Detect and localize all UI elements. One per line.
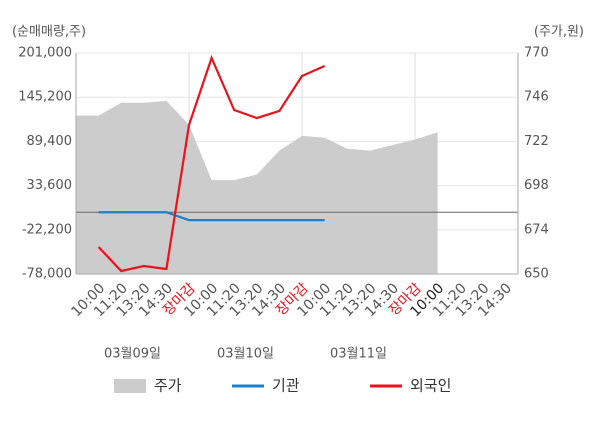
legend: 주가 기관 외국인 (114, 377, 451, 395)
y2-axis-title: (주가,원) (534, 25, 584, 40)
legend-label: 기관 (272, 377, 300, 395)
legend-label: 외국인 (410, 377, 451, 395)
series-line (98, 211, 325, 222)
y2-tick-label: 650 (524, 267, 549, 282)
y2-tick-label: 674 (524, 222, 549, 237)
y2-tick-label: 746 (524, 90, 549, 105)
y-tick-label: 201,000 (18, 46, 72, 61)
y-axis-title: (순매매량,주) (12, 25, 86, 40)
legend-label: 주가 (154, 377, 182, 395)
group-label: 03월10일 (217, 347, 274, 362)
y2-tick-label: 770 (524, 46, 549, 61)
y-tick-label: -78,000 (22, 267, 72, 282)
y2-tick-label: 722 (524, 134, 549, 149)
y-tick-label: -22,200 (22, 222, 72, 237)
y-tick-label: 33,600 (27, 178, 73, 193)
legend-swatch (114, 379, 146, 393)
series-line (97, 54, 326, 273)
group-label: 03월11일 (330, 347, 387, 362)
price-area (76, 100, 438, 274)
y2-tick-label: 698 (524, 178, 549, 193)
y-tick-label: 145,200 (18, 90, 72, 105)
group-label: 03월09일 (104, 347, 161, 362)
y-tick-label: 89,400 (27, 134, 73, 149)
